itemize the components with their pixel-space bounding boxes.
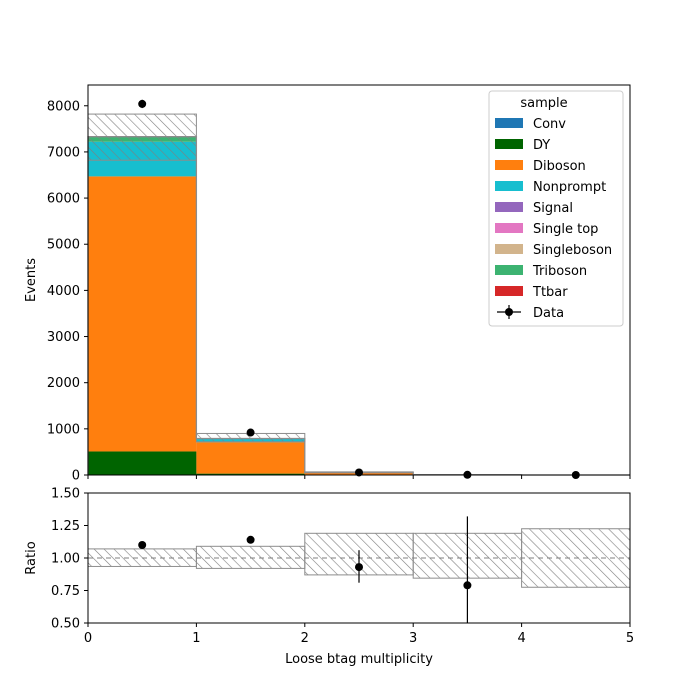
legend-data-marker xyxy=(505,308,513,316)
legend-label-2: Diboson xyxy=(533,159,586,174)
ratio-xtick-label-1: 1 xyxy=(192,631,200,646)
legend-label-1: DY xyxy=(533,138,550,153)
legend-label-3: Nonprompt xyxy=(533,180,606,195)
ratio-ylabel: Ratio xyxy=(24,541,39,574)
ratio-xtick-label-0: 0 xyxy=(84,631,92,646)
legend-label-6: Singleboson xyxy=(533,243,612,258)
main-ylabel: Events xyxy=(24,258,39,302)
data-point-2 xyxy=(355,468,363,477)
main-ytick-label-3: 3000 xyxy=(47,330,80,345)
ratio-panel: 0.50 0.75 1.00 1.25 1.50 0 1 2 3 4 5 Ratio Loose bta… xyxy=(24,487,634,668)
ratio-ytick-label-3: 1.25 xyxy=(51,519,80,534)
legend-swatch-1 xyxy=(495,139,523,149)
legend-label-8: Ttbar xyxy=(532,285,568,300)
main-ytick-label-0: 0 xyxy=(72,469,80,484)
main-ytick-label-7: 7000 xyxy=(47,145,80,160)
legend-label-data: Data xyxy=(533,306,564,321)
legend-label-0: Conv xyxy=(533,117,566,132)
main-ytick-label-2: 2000 xyxy=(47,376,80,391)
main-axes-frame xyxy=(87,84,631,476)
legend-swatch-0 xyxy=(495,118,523,128)
ratio-point-1 xyxy=(246,535,255,544)
main-ytick-label-5: 5000 xyxy=(47,238,80,253)
bar-dy-bin-1 xyxy=(196,473,305,475)
legend-label-7: Triboson xyxy=(532,264,587,279)
main-ytick-label-8: 8000 xyxy=(47,99,80,114)
legend-title: sample xyxy=(520,96,567,111)
ratio-band-bin-1 xyxy=(195,545,306,569)
bar-dy-bin-0 xyxy=(88,451,197,475)
ratio-xtick-label-3: 3 xyxy=(409,631,417,646)
data-point-1 xyxy=(246,428,255,437)
ratio-xtick-label-4: 4 xyxy=(517,631,525,646)
legend-label-4: Signal xyxy=(533,201,573,216)
legend-swatch-4 xyxy=(495,202,523,212)
ratio-ytick-label-4: 1.50 xyxy=(51,487,80,502)
ratio-point-2 xyxy=(355,563,363,572)
legend-label-5: Single top xyxy=(533,222,598,237)
ratio-xlabel: Loose btag multiplicity xyxy=(285,652,433,667)
ratio-xtick-label-2: 2 xyxy=(301,631,309,646)
data-point-0 xyxy=(138,99,147,108)
ratio-ytick-label-1: 0.75 xyxy=(51,584,80,599)
ratio-ytick-label-0: 0.50 xyxy=(51,617,80,632)
main-ytick-label-1: 1000 xyxy=(47,422,80,437)
ratio-ytick-label-2: 1.00 xyxy=(51,552,80,567)
main-ytick-label-6: 6000 xyxy=(47,192,80,207)
legend-swatch-6 xyxy=(495,244,523,254)
legend-swatch-7 xyxy=(495,265,523,275)
legend-swatch-5 xyxy=(495,223,523,233)
ratio-point-0 xyxy=(138,541,147,549)
bar-diboson-bin-1 xyxy=(196,442,305,474)
legend-swatch-8 xyxy=(495,286,523,296)
legend-swatch-2 xyxy=(495,160,523,170)
main-panel: 0 1000 2000 3000 4000 5000 6000 7000 8000 Events s… xyxy=(24,84,631,484)
bar-diboson-bin-0 xyxy=(88,176,197,452)
ratio-xtick-label-5: 5 xyxy=(626,631,634,646)
legend-swatch-3 xyxy=(495,181,523,191)
main-ytick-label-4: 4000 xyxy=(47,284,80,299)
ratio-point-3 xyxy=(463,581,472,590)
